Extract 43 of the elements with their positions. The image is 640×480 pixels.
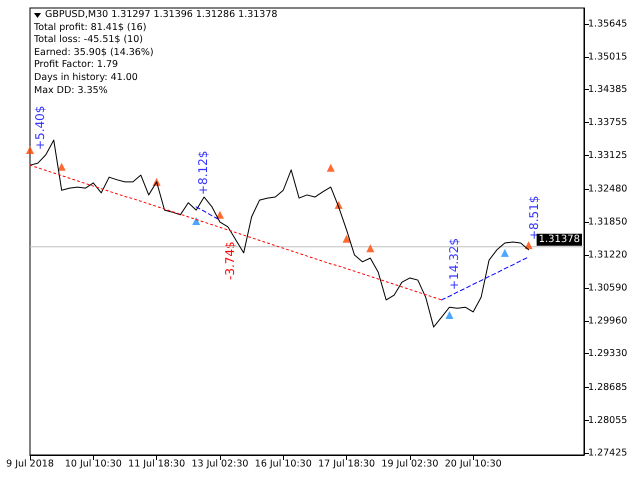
annotation: -3.74$ bbox=[223, 241, 237, 280]
point bbox=[26, 146, 34, 154]
point bbox=[326, 164, 335, 172]
annotation: Total loss: -45.51$ (10) bbox=[34, 34, 144, 47]
annotation: Max DD: 3.35% bbox=[34, 84, 109, 98]
y-tick-label: 1.29330 bbox=[588, 348, 628, 360]
x-tick-label: 10 Jul 10:30 bbox=[64, 458, 122, 470]
y-tick-label: 1.34385 bbox=[588, 84, 628, 96]
annotation: +8.51$ bbox=[527, 196, 541, 240]
x-tick-label: 16 Jul 10:30 bbox=[254, 458, 312, 470]
y-tick-label: 1.35645 bbox=[588, 18, 628, 30]
annotation: Total profit: 81.41$ (16) bbox=[34, 22, 148, 34]
annotation: Days in history: 41.00 bbox=[34, 72, 139, 85]
y-tick-label: 1.32480 bbox=[588, 184, 628, 195]
y-tick-label: 1.31850 bbox=[588, 216, 628, 228]
x-tick-label: 19 Jul 02:30 bbox=[381, 458, 438, 470]
x-tick-label: 9 Jul 2018 bbox=[6, 458, 54, 470]
ref-line-label: 1.31378 bbox=[538, 234, 580, 246]
annotation: +8.12$ bbox=[196, 150, 210, 195]
annotation: +5.40$ bbox=[33, 106, 47, 150]
y-tick-label: 1.30590 bbox=[588, 282, 628, 294]
point bbox=[192, 217, 200, 226]
y-tick-label: 1.33755 bbox=[588, 117, 628, 128]
y-tick-label: 1.31220 bbox=[588, 250, 628, 260]
y-tick-label: 1.27425 bbox=[588, 448, 628, 459]
y-tick-label: 1.35015 bbox=[588, 51, 628, 62]
line-series bbox=[196, 206, 220, 221]
y-tick-label: 1.33125 bbox=[588, 150, 628, 162]
x-tick-label: 11 Jul 18:30 bbox=[128, 458, 186, 470]
point bbox=[500, 248, 509, 257]
y-tick-label: 1.29960 bbox=[588, 315, 628, 326]
annotation: +14.32$ bbox=[447, 238, 461, 290]
x-tick-label: 17 Jul 18:30 bbox=[318, 458, 376, 470]
point bbox=[445, 311, 454, 320]
point bbox=[366, 244, 374, 252]
annotation: Earned: 35.90$ (14.36%) bbox=[34, 46, 155, 60]
point bbox=[342, 234, 351, 243]
chart-title: GBPUSD,M30 1.31297 1.31396 1.31286 1.31378 bbox=[45, 9, 278, 22]
y-tick-label: 1.28685 bbox=[588, 382, 628, 393]
y-tick-label: 1.28055 bbox=[588, 414, 628, 426]
x-tick-label: 13 Jul 02:30 bbox=[191, 458, 248, 470]
annotation: Profit Factor: 1.79 bbox=[34, 59, 120, 72]
x-tick-label: 20 Jul 10:30 bbox=[444, 458, 502, 470]
